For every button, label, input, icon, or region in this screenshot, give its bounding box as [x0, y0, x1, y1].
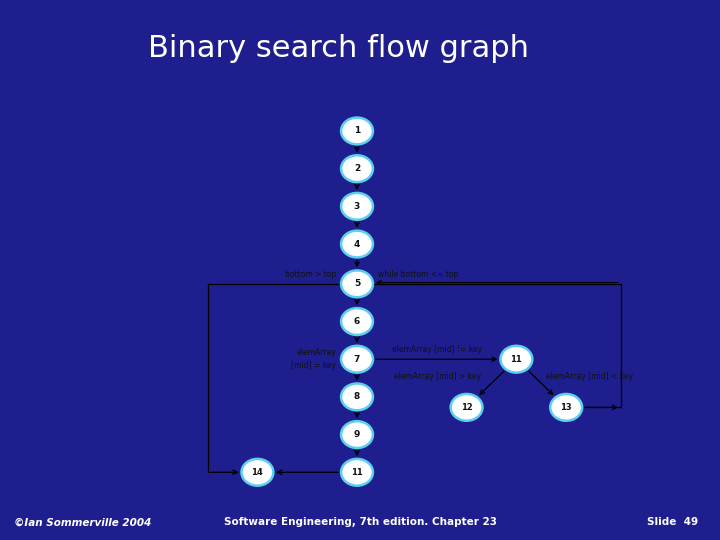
Text: elemArray [mid] < key: elemArray [mid] < key [546, 372, 633, 381]
Text: 4: 4 [354, 240, 360, 248]
Text: Slide  49: Slide 49 [647, 517, 698, 528]
Text: ©Ian Sommerville 2004: ©Ian Sommerville 2004 [14, 517, 152, 528]
Circle shape [341, 156, 373, 182]
Text: Software Engineering, 7th edition. Chapter 23: Software Engineering, 7th edition. Chapt… [223, 517, 497, 528]
Circle shape [341, 459, 373, 485]
Text: 14: 14 [251, 468, 264, 477]
Circle shape [550, 394, 582, 421]
Text: 13: 13 [560, 403, 572, 412]
Circle shape [341, 308, 373, 335]
Text: 2: 2 [354, 164, 360, 173]
Text: bottom > top: bottom > top [284, 270, 336, 279]
Text: 3: 3 [354, 202, 360, 211]
Text: elemArray [mid] != key: elemArray [mid] != key [392, 345, 482, 354]
Text: 11: 11 [351, 468, 363, 477]
Text: 9: 9 [354, 430, 360, 439]
Text: while bottom <= top: while bottom <= top [378, 270, 459, 279]
Text: Binary search flow graph: Binary search flow graph [148, 33, 529, 63]
Text: 12: 12 [461, 403, 472, 412]
Circle shape [341, 118, 373, 144]
Circle shape [341, 346, 373, 373]
Circle shape [341, 271, 373, 297]
Circle shape [341, 383, 373, 410]
Circle shape [500, 346, 532, 373]
Text: 7: 7 [354, 355, 360, 364]
Text: 11: 11 [510, 355, 522, 364]
Circle shape [341, 231, 373, 258]
Text: 1: 1 [354, 126, 360, 136]
Circle shape [341, 193, 373, 220]
Text: elemArray [mid] > key: elemArray [mid] > key [395, 372, 482, 381]
Text: 6: 6 [354, 317, 360, 326]
Circle shape [241, 459, 274, 485]
Circle shape [451, 394, 482, 421]
Text: [mid] = key: [mid] = key [291, 361, 336, 370]
Circle shape [341, 421, 373, 448]
Text: 5: 5 [354, 279, 360, 288]
Text: elemArray: elemArray [297, 348, 336, 357]
Text: 8: 8 [354, 393, 360, 401]
